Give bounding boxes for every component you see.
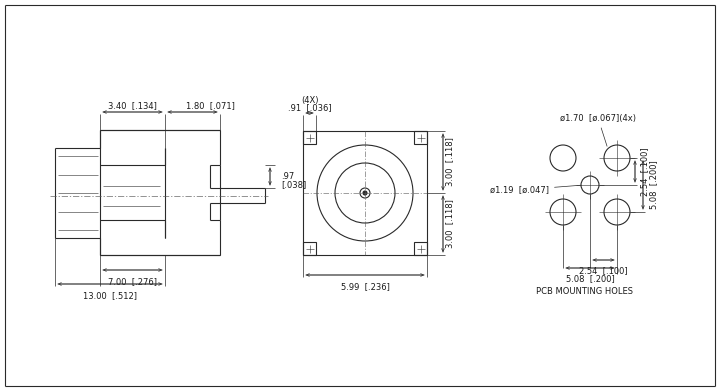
Text: 2.54  [.100]: 2.54 [.100] [579,266,628,275]
Text: 5.08  [.200]: 5.08 [.200] [649,161,658,209]
Bar [414,131,427,144]
Text: 5.99  [.236]: 5.99 [.236] [341,282,390,291]
Text: 1.80  [.071]: 1.80 [.071] [186,102,235,111]
Text: 2.54  [.100]: 2.54 [.100] [640,147,649,196]
Text: [.038]: [.038] [281,180,306,189]
Text: .91  [.036]: .91 [.036] [288,104,331,113]
Text: 13.00  [.512]: 13.00 [.512] [83,291,137,300]
Text: PCB MOUNTING HOLES: PCB MOUNTING HOLES [536,287,634,296]
Text: ø1.70  [ø.067](4x): ø1.70 [ø.067](4x) [560,113,636,146]
Bar [303,131,316,144]
Bar [303,242,316,255]
Circle shape [363,191,367,195]
Text: 3.00  [.118]: 3.00 [.118] [446,138,454,187]
Text: (4X): (4X) [301,95,318,104]
Text: 5.08  [.200]: 5.08 [.200] [566,274,614,283]
Bar [414,242,427,255]
Text: ø1.19  [ø.047]: ø1.19 [ø.047] [490,185,581,194]
Text: 3.40  [.134]: 3.40 [.134] [108,102,157,111]
Text: .97: .97 [281,172,294,181]
Text: 3.00  [.118]: 3.00 [.118] [446,199,454,248]
Text: 7.00  [.276]: 7.00 [.276] [108,277,157,286]
